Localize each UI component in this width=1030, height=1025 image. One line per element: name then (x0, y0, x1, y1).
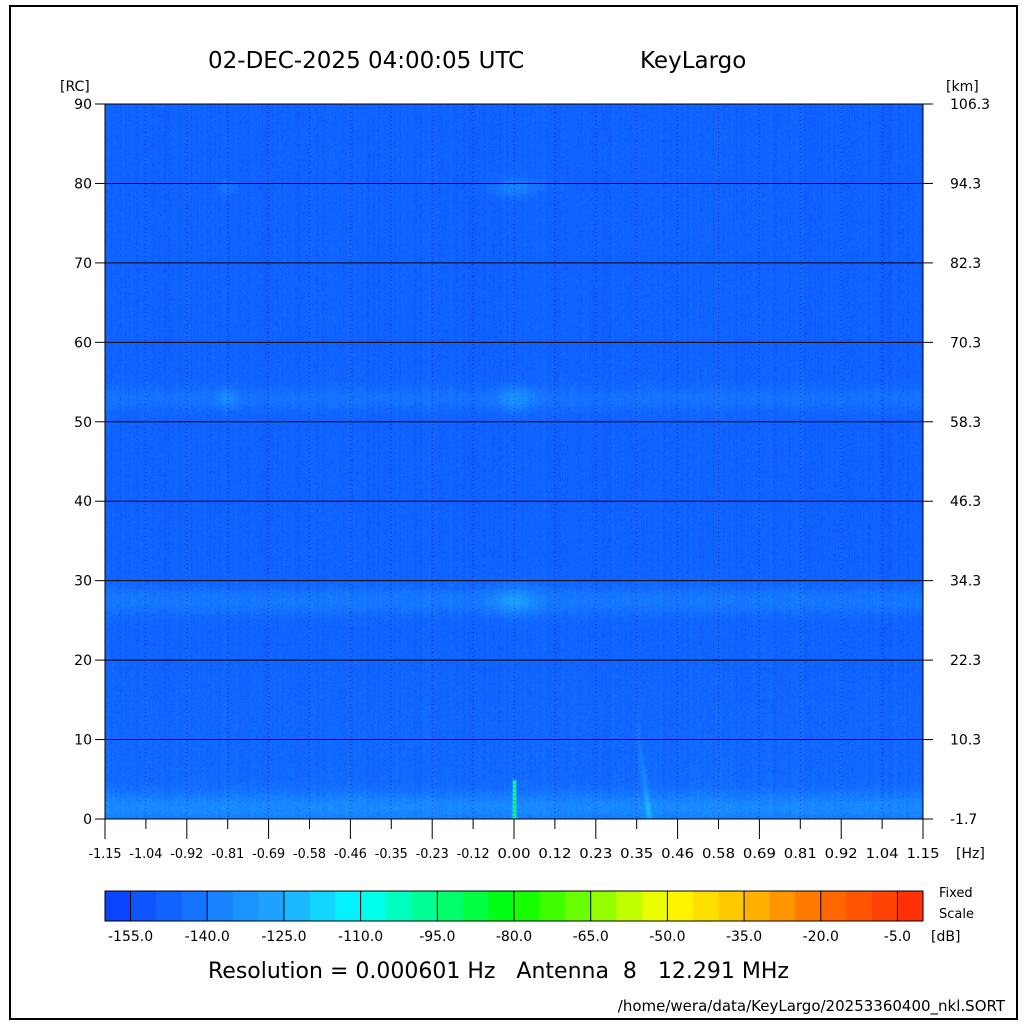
x-tick-label: 0.69 (743, 847, 776, 862)
colorbar-cell (871, 891, 898, 921)
x-tick-label: -0.81 (211, 847, 244, 862)
y-left-tick-label: 30 (74, 574, 92, 590)
colorbar-cell (105, 891, 132, 921)
colorbar-cell (309, 891, 336, 921)
x-tick-label: 0.81 (784, 847, 817, 862)
colorbar-cell (488, 891, 515, 921)
y-left-tick-label: 20 (74, 653, 92, 669)
colorbar-cell (718, 891, 745, 921)
colorbar-cell (514, 891, 541, 921)
x-tick-label: 0.35 (620, 847, 653, 862)
colorbar-tick-label: -35.0 (726, 929, 762, 945)
colorbar-tick-label: -140.0 (185, 929, 230, 945)
y-left-tick-label: 50 (74, 415, 92, 431)
colorbar-tick-label: -50.0 (649, 929, 685, 945)
x-tick-label: -1.04 (129, 847, 162, 862)
x-tick-label: 1.15 (907, 847, 940, 862)
colorbar-tick-label: -65.0 (573, 929, 609, 945)
colorbar-cell (769, 891, 796, 921)
y-left-tick-label: 80 (74, 176, 92, 192)
colorbar-cell (335, 891, 362, 921)
y-right-tick-label: 10.3 (950, 733, 981, 749)
y-left-tick-label: 70 (74, 256, 92, 272)
colorbar-note-scale: Scale (939, 907, 974, 922)
colorbar-cell (232, 891, 259, 921)
colorbar-cell (207, 891, 234, 921)
x-tick-label: -1.15 (89, 847, 122, 862)
colorbar-cell (641, 891, 668, 921)
x-tick-label: -0.46 (334, 847, 367, 862)
x-tick-label: -0.35 (375, 847, 408, 862)
figure-border (9, 5, 1018, 1020)
colorbar-cell (437, 891, 464, 921)
y-right-tick-label: 22.3 (950, 653, 981, 669)
colorbar-tick-label: -20.0 (803, 929, 839, 945)
x-tick-label: 1.04 (866, 847, 899, 862)
spectrogram-heatmap (105, 104, 923, 819)
y-right-tick-label: 34.3 (950, 574, 981, 590)
y-right-tick-label: 82.3 (950, 256, 981, 272)
x-tick-label: 0.00 (498, 847, 531, 862)
x-tick-label: 0.58 (702, 847, 735, 862)
colorbar-tick-label: -155.0 (108, 929, 153, 945)
colorbar-tick-label: -5.0 (884, 929, 911, 945)
colorbar-cell (692, 891, 719, 921)
colorbar-cell (539, 891, 566, 921)
x-tick-label: 0.46 (661, 847, 694, 862)
chart-title-station: KeyLargo (640, 48, 746, 74)
y-left-tick-label: 90 (74, 97, 92, 113)
colorbar-cell (616, 891, 643, 921)
resolution-info: Resolution = 0.000601 Hz Antenna 8 12.29… (208, 959, 789, 984)
x-tick-label: -0.92 (170, 847, 203, 862)
colorbar-cell (462, 891, 489, 921)
y-right-tick-label: 58.3 (950, 415, 981, 431)
file-path: /home/wera/data/KeyLargo/20253360400_nkl… (618, 997, 1006, 1016)
colorbar-cell (258, 891, 285, 921)
colorbar-tick-label: -80.0 (496, 929, 532, 945)
x-tick-label: 0.23 (579, 847, 612, 862)
colorbar-cell (181, 891, 208, 921)
colorbar-tick-label: -125.0 (261, 929, 306, 945)
plot-frame (104, 103, 924, 820)
colorbar-unit: [dB] (931, 929, 960, 945)
colorbar-cell (820, 891, 847, 921)
x-tick-label: 0.12 (538, 847, 571, 862)
x-tick-label: -0.12 (457, 847, 490, 862)
colorbar-cell (283, 891, 310, 921)
x-unit: [Hz] (956, 846, 985, 862)
colorbar-cell (156, 891, 183, 921)
y-right-unit: [km] (946, 79, 979, 95)
colorbar-cell (565, 891, 592, 921)
y-left-tick-label: 60 (74, 335, 92, 351)
y-left-tick-label: 10 (74, 733, 92, 749)
colorbar-cell (590, 891, 617, 921)
colorbar-tick-label: -110.0 (338, 929, 383, 945)
colorbar-note-fixed: Fixed (939, 886, 973, 901)
chart-title-datetime: 02-DEC-2025 04:00:05 UTC (208, 48, 524, 74)
y-right-tick-label: 70.3 (950, 335, 981, 351)
colorbar-tick-label: -95.0 (419, 929, 455, 945)
colorbar-cell (744, 891, 771, 921)
y-right-tick-label: 106.3 (950, 97, 990, 113)
y-left-tick-label: 0 (83, 812, 92, 828)
colorbar-cell (897, 891, 924, 921)
y-right-tick-label: 94.3 (950, 176, 981, 192)
y-right-tick-label: 46.3 (950, 494, 981, 510)
colorbar-cell (130, 891, 157, 921)
colorbar-cell (846, 891, 873, 921)
x-tick-label: -0.23 (416, 847, 449, 862)
y-left-unit: [RC] (60, 79, 90, 95)
colorbar-cell (667, 891, 694, 921)
colorbar-cell (411, 891, 438, 921)
colorbar-cell (795, 891, 822, 921)
y-right-tick-label: -1.7 (950, 812, 977, 828)
x-tick-label: -0.58 (293, 847, 326, 862)
x-tick-label: -0.69 (252, 847, 285, 862)
x-tick-label: 0.92 (825, 847, 858, 862)
colorbar-cell (360, 891, 387, 921)
colorbar-cell (386, 891, 413, 921)
y-left-tick-label: 40 (74, 494, 92, 510)
